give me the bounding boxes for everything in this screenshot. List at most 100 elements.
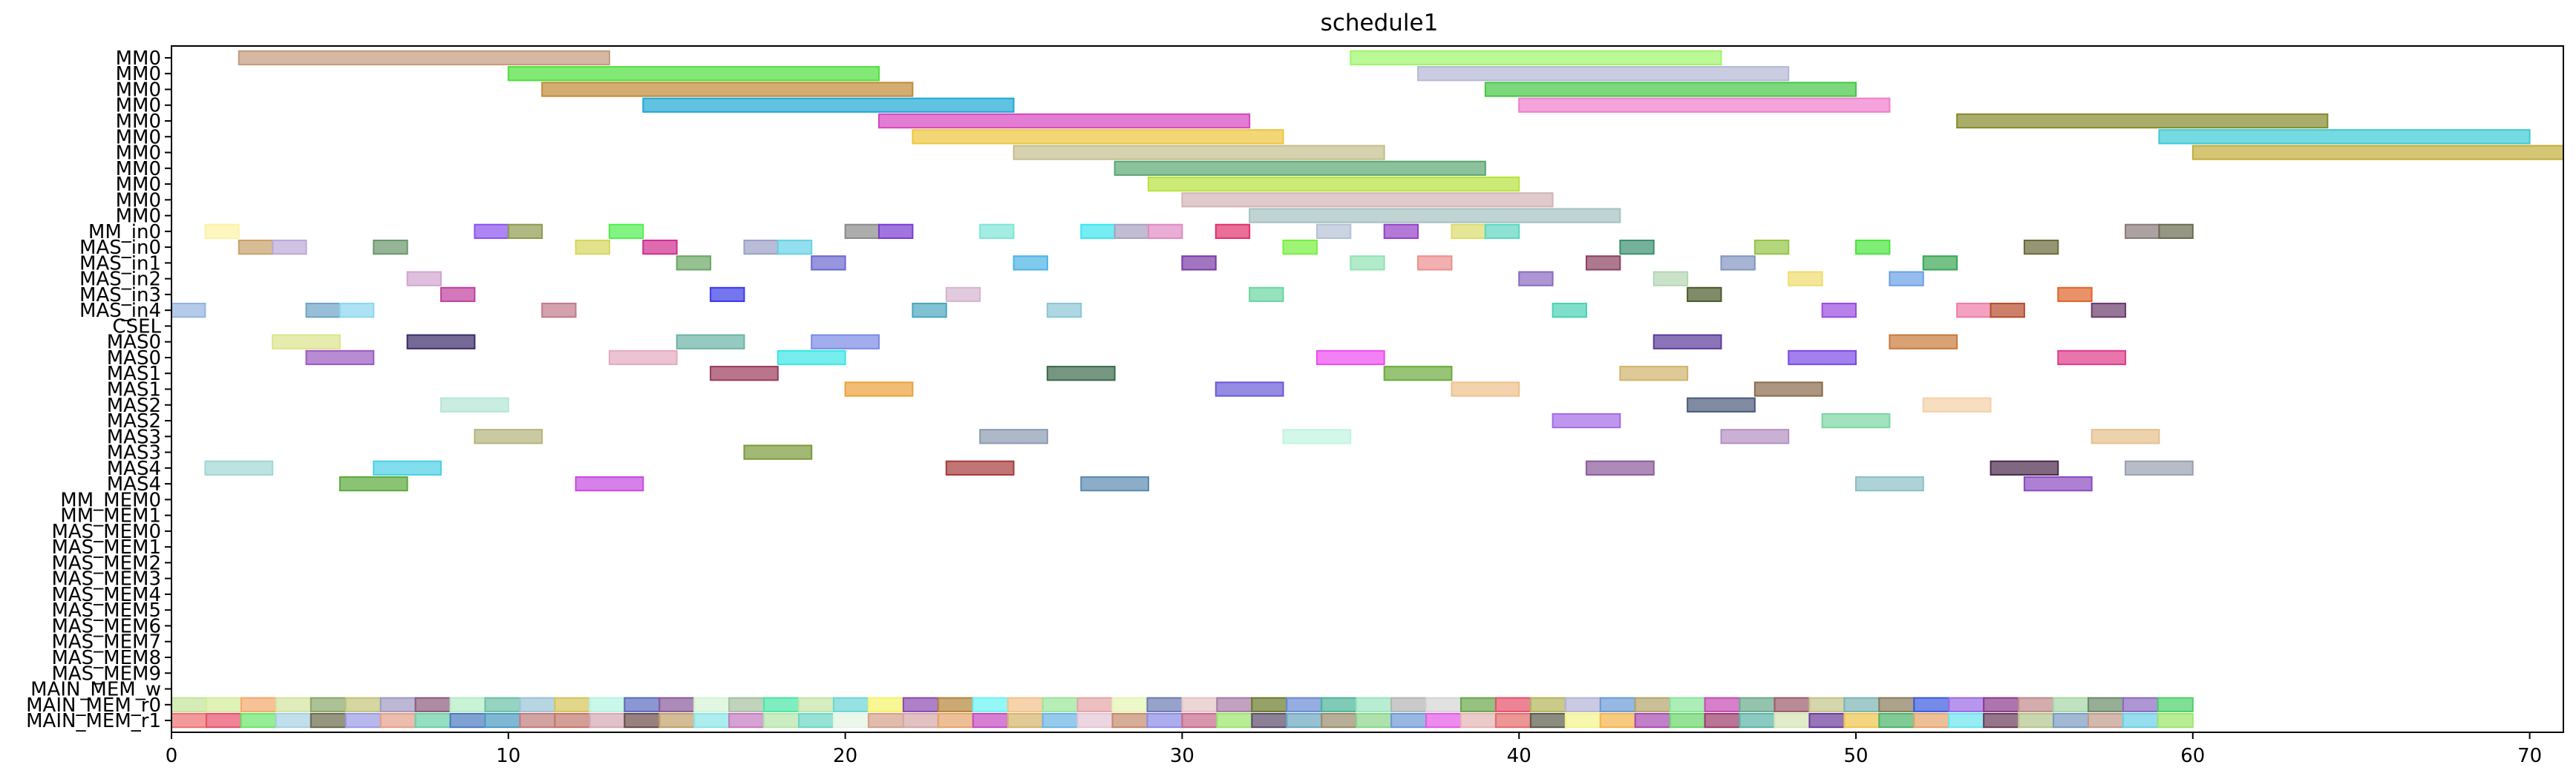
task-bar: [1619, 366, 1689, 381]
mem-read-segment: [1007, 712, 1044, 729]
x-axis-ticks: 0 10 20 30 40 50 60 70: [166, 732, 2542, 767]
mem-read-segment: [1321, 697, 1358, 712]
task-bar: [1315, 223, 1352, 240]
mem-read-segment: [310, 712, 347, 729]
mem-read-segment: [1529, 697, 1566, 712]
task-bar: [979, 223, 1015, 240]
mem-read-segment: [658, 697, 696, 712]
mem-read-segment: [1948, 697, 1985, 712]
y-tick-label: MM0: [116, 63, 161, 85]
task-bar: [642, 97, 1015, 113]
mem-read-segment: [832, 697, 869, 712]
task-bar: [1788, 349, 1857, 366]
x-tick-label: 50: [1843, 745, 1868, 767]
task-bar: [844, 223, 880, 240]
task-bar: [1249, 208, 1621, 223]
mem-read-segment: [1146, 712, 1183, 729]
y-tick-label: MM_MEM0: [60, 489, 161, 511]
mem-read-segment: [1390, 697, 1428, 712]
mem-read-segment: [589, 697, 626, 712]
mem-read-segment: [1878, 697, 1915, 712]
y-tick-label: MM0: [116, 158, 161, 180]
mem-read-segment: [240, 712, 277, 729]
y-tick-label: MAS1: [107, 379, 161, 401]
mem-read-segment: [1042, 697, 1079, 712]
task-bar: [1013, 255, 1048, 271]
task-bar: [1484, 82, 1857, 97]
mem-read-segment: [1321, 712, 1358, 729]
task-bar: [1148, 176, 1520, 192]
task-bar: [1114, 223, 1150, 240]
y-tick-label: MM0: [116, 206, 161, 228]
task-bar: [1282, 239, 1318, 255]
task-bar: [710, 366, 779, 381]
mem-read-segment: [972, 697, 1009, 712]
mem-read-segment: [171, 712, 207, 729]
task-bar: [1889, 334, 1958, 349]
task-bar: [1215, 381, 1284, 397]
mem-read-segment: [728, 697, 765, 712]
task-bar: [2158, 223, 2194, 240]
task-bar: [743, 239, 779, 255]
task-bar: [1720, 429, 1790, 444]
mem-read-segment: [1390, 712, 1428, 729]
mem-read-segment: [519, 697, 556, 712]
mem-read-segment: [1704, 697, 1741, 712]
mem-read-segment: [1076, 712, 1114, 729]
task-bar: [171, 303, 206, 318]
task-bar: [238, 50, 610, 66]
mem-read-segment: [937, 697, 974, 712]
task-bar: [1417, 66, 1790, 82]
mem-read-segment: [658, 712, 696, 729]
mem-read-segment: [1181, 697, 1218, 712]
task-bar: [912, 303, 947, 318]
x-tick-label: 40: [1507, 745, 1531, 767]
mem-read-segment: [1111, 712, 1148, 729]
task-bar: [1956, 113, 2329, 129]
y-tick-label: MM_in0: [88, 221, 161, 243]
mem-read-segment: [1425, 712, 1462, 729]
task-bar: [979, 429, 1048, 444]
task-bar: [2023, 476, 2093, 492]
y-tick-label: MAS_in2: [79, 269, 161, 291]
task-bar: [1552, 413, 1621, 429]
mem-read-segment: [763, 712, 800, 729]
x-tick-label: 70: [2517, 745, 2542, 767]
x-tick-label: 60: [2180, 745, 2205, 767]
task-bar: [777, 239, 813, 255]
mem-read-segment: [554, 712, 591, 729]
mem-read-segment: [1983, 697, 2020, 712]
task-bar: [1855, 476, 1924, 492]
task-bar: [1046, 366, 1116, 381]
mem-read-segment: [1878, 712, 1915, 729]
mem-read-segment: [344, 712, 382, 729]
mem-read-segment: [1494, 697, 1531, 712]
task-bar: [2090, 303, 2127, 318]
y-tick-label: MM0: [116, 126, 161, 148]
mem-read-segment: [1529, 712, 1566, 729]
y-tick-label: MAS4: [107, 473, 161, 496]
mem-read-segment: [414, 697, 451, 712]
task-bar: [2191, 145, 2564, 160]
mem-read-segment: [1808, 697, 1846, 712]
mem-read-segment: [310, 697, 347, 712]
mem-read-segment: [2053, 712, 2089, 729]
task-bar: [608, 349, 678, 366]
mem-read-segment: [1774, 712, 1811, 729]
task-bar: [1215, 223, 1251, 240]
y-tick-label: MAIN_MEM_w: [30, 679, 161, 701]
mem-read-segment: [693, 712, 730, 729]
mem-read-segment: [1983, 712, 2020, 729]
mem-read-segment: [1286, 697, 1323, 712]
task-bar: [811, 255, 846, 271]
mem-read-segment: [2018, 697, 2055, 712]
mem-read-segment: [867, 697, 904, 712]
task-bar: [1315, 349, 1385, 366]
mem-read-segment: [1599, 697, 1636, 712]
task-bar: [1383, 366, 1453, 381]
task-bar: [1585, 255, 1621, 271]
y-tick-label: MAIN_MEM_r0: [26, 694, 161, 717]
mem-read-segment: [1564, 712, 1601, 729]
y-tick-label: MAS4: [107, 458, 161, 480]
task-bar: [1013, 145, 1385, 160]
